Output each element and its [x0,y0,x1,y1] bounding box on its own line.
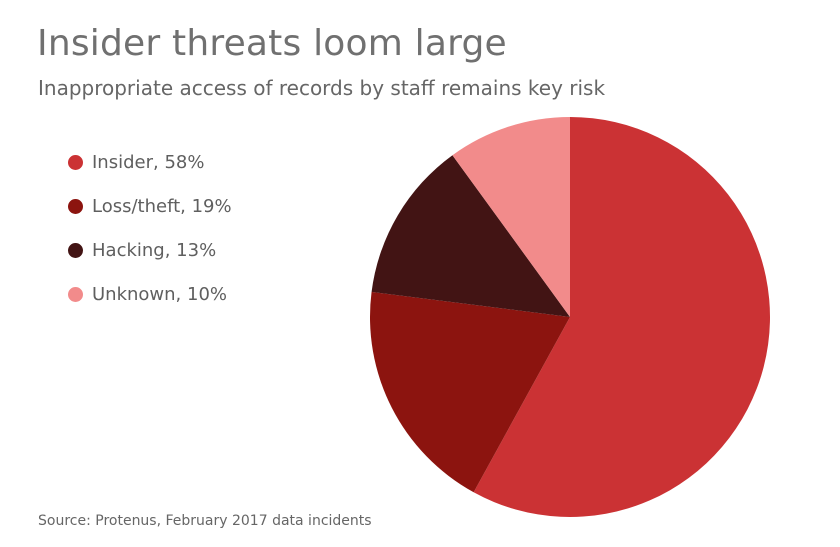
legend-label-hacking: Hacking, 13% [92,239,217,261]
legend-swatch-insider [68,154,83,170]
legend-item-insider: Insider, 58% [68,140,328,184]
legend-item-loss-theft: Loss/theft, 19% [68,184,328,228]
legend-swatch-loss-theft [68,198,83,214]
legend-label-insider: Insider, 58% [92,151,205,173]
pie-slice-unknown [452,117,570,317]
pie-slices [370,117,770,518]
pie-slice-hacking [371,155,570,317]
pie-slice-loss-theft [370,291,570,493]
legend-item-hacking: Hacking, 13% [68,228,328,272]
legend-swatch-hacking [68,242,83,258]
legend-label-unknown: Unknown, 10% [92,283,228,305]
legend-item-unknown: Unknown, 10% [68,272,328,316]
source-note: Source: Protenus, February 2017 data inc… [38,513,372,529]
chart-subtitle: Inappropriate access of records by staff… [38,76,606,100]
pie-slice-insider [473,117,770,518]
legend-swatch-unknown [68,286,83,302]
legend-label-loss-theft: Loss/theft, 19% [92,195,232,217]
chart-title: Insider threats loom large [37,23,507,64]
legend: Insider, 58% Loss/theft, 19% Hacking, 13… [68,140,328,316]
